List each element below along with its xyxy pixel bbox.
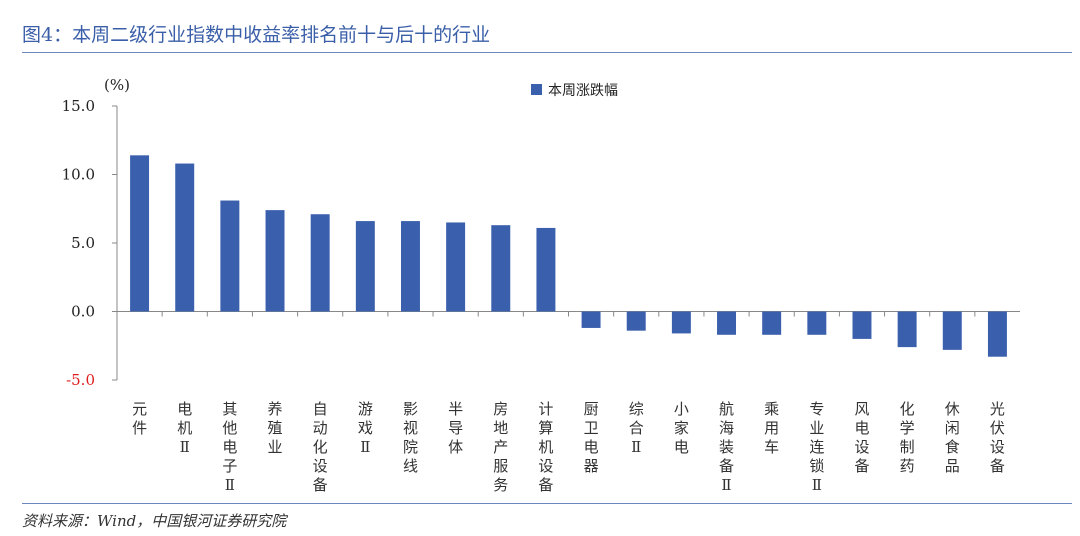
- category-label: 养殖业: [268, 400, 283, 456]
- bar: [130, 155, 150, 312]
- bar: [355, 221, 375, 312]
- bars: [130, 155, 1007, 357]
- y-tick-label: 0.0: [71, 303, 95, 321]
- category-label: 小家电: [674, 400, 689, 456]
- bar: [852, 311, 872, 339]
- category-label: 计算机设备: [538, 400, 553, 494]
- category-labels: 元件 电机 Ⅱ 其他电子 Ⅱ 养殖业 自动化设备 游戏 Ⅱ 影视院线 半导体 房地产服务 计算机设备 厨卫…: [116, 311, 1005, 494]
- y-tick-label: 5.0: [71, 234, 95, 252]
- bar: [897, 311, 917, 348]
- bar: [175, 163, 195, 312]
- bar: [536, 227, 556, 312]
- source-note: 资料来源：Wind，中国银河证券研究院: [22, 512, 287, 530]
- category-label: 风电设备: [854, 400, 869, 475]
- category-label: 乘用车: [764, 400, 779, 456]
- bar: [717, 311, 737, 335]
- legend: 本周涨跌幅: [531, 83, 618, 99]
- bar: [310, 214, 330, 312]
- y-axis-unit: (%): [104, 76, 130, 94]
- category-label: 游戏 Ⅱ: [358, 400, 373, 456]
- bar: [807, 311, 827, 335]
- bar: [671, 311, 691, 334]
- y-tick-label: 15.0: [62, 97, 95, 115]
- legend-label: 本周涨跌幅: [548, 83, 618, 99]
- y-tick-label: -5.0: [66, 371, 95, 389]
- bar: [220, 200, 240, 312]
- category-label: 自动化设备: [313, 400, 328, 494]
- category-label: 元件: [132, 400, 147, 437]
- category-label: 专业连锁 Ⅱ: [809, 400, 824, 494]
- category-label: 影视院线: [403, 400, 418, 475]
- bar: [581, 311, 601, 328]
- legend-swatch: [531, 84, 542, 95]
- bar: [626, 311, 646, 331]
- category-label: 航海装备 Ⅱ: [719, 400, 734, 494]
- bar: [446, 222, 466, 312]
- category-label: 光伏设备: [990, 400, 1005, 475]
- y-tick-label: 10.0: [62, 166, 95, 184]
- category-label: 休闲食品: [945, 400, 960, 475]
- category-label: 厨卫电器: [584, 400, 599, 475]
- category-label: 半导体: [448, 400, 463, 456]
- category-label: 电机 Ⅱ: [177, 400, 192, 456]
- bar: [491, 225, 511, 312]
- category-label: 房地产服务: [493, 400, 508, 494]
- category-label: 其他电子 Ⅱ: [222, 400, 237, 494]
- bar: [942, 311, 962, 350]
- source-divider: [22, 503, 1072, 504]
- bar-chart: 15.0 10.0 5.0 0.0 -5.0 元件 电机 Ⅱ 其他电子 Ⅱ 养殖业 自动化设备 游戏 Ⅱ…: [62, 76, 1020, 494]
- category-label: 化学制药: [900, 400, 915, 475]
- bar: [987, 311, 1007, 357]
- bar: [265, 210, 285, 312]
- title-divider: [22, 52, 1072, 53]
- bar: [400, 221, 420, 312]
- category-label: 综合 Ⅱ: [629, 400, 644, 456]
- chart-title: 图4：本周二级行业指数中收益率排名前十与后十的行业: [22, 24, 491, 46]
- bar: [762, 311, 782, 335]
